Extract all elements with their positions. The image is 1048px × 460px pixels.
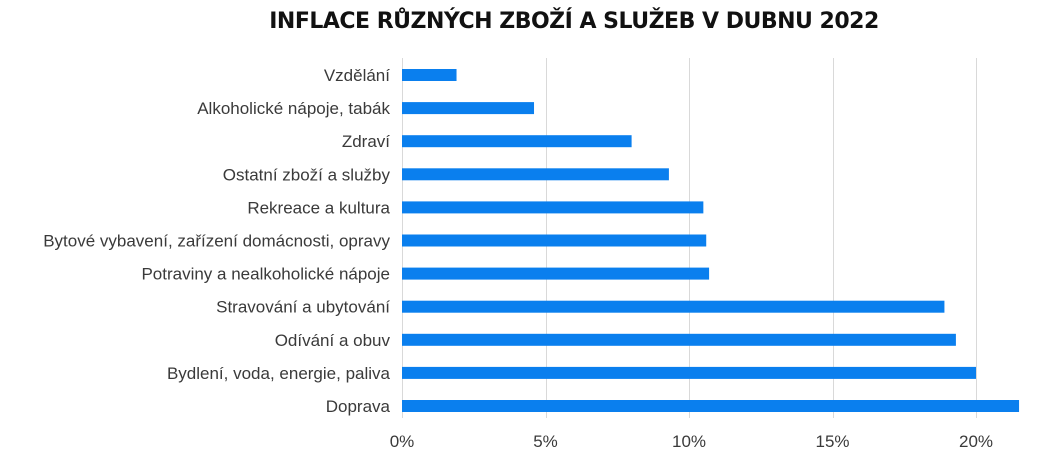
bar <box>402 234 707 247</box>
chart-title: INFLACE RŮZNÝCH ZBOŽÍ A SLUŽEB V DUBNU 2… <box>269 9 879 34</box>
category-label: Stravování a ubytování <box>216 298 390 317</box>
category-labels: Vzdělání Alkoholické nápoje, tabák Zdraví O… <box>43 66 390 416</box>
bar <box>402 333 956 346</box>
bar <box>402 201 704 214</box>
x-tick-label: 5% <box>533 432 558 451</box>
x-tick-label: 15% <box>815 432 849 451</box>
category-label: Bytové vybavení, zařízení domácnosti, op… <box>43 232 390 251</box>
bar <box>402 267 710 280</box>
category-label: Odívání a obuv <box>275 331 391 350</box>
x-axis-ticks: 0% 5% 10% 15% 20% <box>390 432 993 451</box>
bars <box>402 69 1020 412</box>
category-label: Ostatní zboží a služby <box>223 165 391 184</box>
category-label: Doprava <box>326 397 391 416</box>
bar <box>402 366 976 379</box>
x-tick-label: 20% <box>959 432 993 451</box>
bar <box>402 400 1020 412</box>
bar <box>402 69 457 81</box>
bar <box>402 135 632 148</box>
category-label: Potraviny a nealkoholické nápoje <box>141 265 390 284</box>
category-label: Bydlení, voda, energie, paliva <box>167 364 391 383</box>
x-tick-label: 0% <box>390 432 415 451</box>
category-label: Rekreace a kultura <box>247 198 390 217</box>
category-label: Vzdělání <box>324 66 390 85</box>
x-tick-label: 10% <box>672 432 706 451</box>
category-label: Zdraví <box>342 132 390 151</box>
bar <box>402 300 945 313</box>
category-label: Alkoholické nápoje, tabák <box>197 99 390 118</box>
bar <box>402 168 669 181</box>
bar <box>402 102 535 115</box>
